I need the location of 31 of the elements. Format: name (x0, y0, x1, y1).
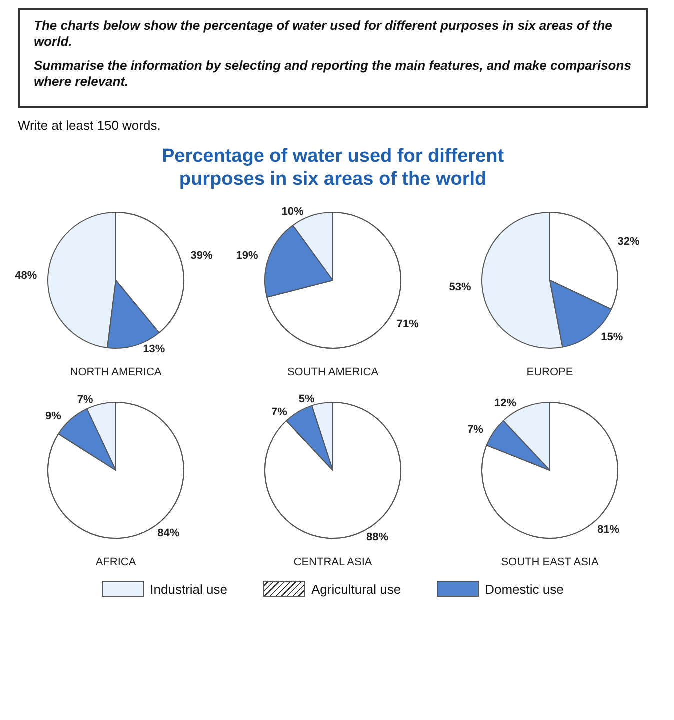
data-label: 13% (143, 344, 166, 356)
data-label: 15% (600, 331, 624, 344)
data-label: 7% (467, 424, 484, 436)
text: EUROPE (526, 366, 573, 378)
data-label: 9% (46, 410, 62, 422)
data-label: 12% (494, 398, 516, 410)
data-label: 48% (15, 270, 38, 282)
text: CENTRAL ASIA (294, 556, 373, 568)
text: NORTH AMERICA (70, 366, 163, 378)
data-label: 88% (366, 531, 389, 544)
data-label: 10% (282, 206, 304, 218)
data-label: 81% (597, 524, 620, 536)
data-label: 7% (78, 394, 94, 406)
data-label: 32% (617, 236, 640, 248)
data-label: 5% (298, 393, 315, 406)
text: The charts below show the percentage of water used for different purposes in six areas of the world. (34, 18, 614, 50)
chart-title: Percentage of water used for different purposes in six areas of the world (160, 145, 506, 191)
text: Write at least 150 words. (18, 118, 162, 133)
legend-label: Industrial use (150, 582, 228, 596)
data-label: 53% (448, 281, 472, 294)
data-label: 71% (396, 318, 420, 331)
legend-label: Domestic use (485, 582, 564, 596)
legend-label: Agricultural use (311, 582, 402, 596)
text: SOUTH AMERICA (287, 366, 380, 378)
text: SOUTH EAST ASIA (500, 556, 600, 568)
data-label: 19% (236, 250, 258, 262)
data-label: 39% (191, 250, 214, 262)
data-label: 7% (272, 406, 288, 418)
text: AFRICA (96, 556, 138, 568)
text: Summarise the information by selecting and reporting the main features, and make comparisons where relevant. (34, 58, 632, 90)
data-label: 84% (158, 528, 180, 540)
